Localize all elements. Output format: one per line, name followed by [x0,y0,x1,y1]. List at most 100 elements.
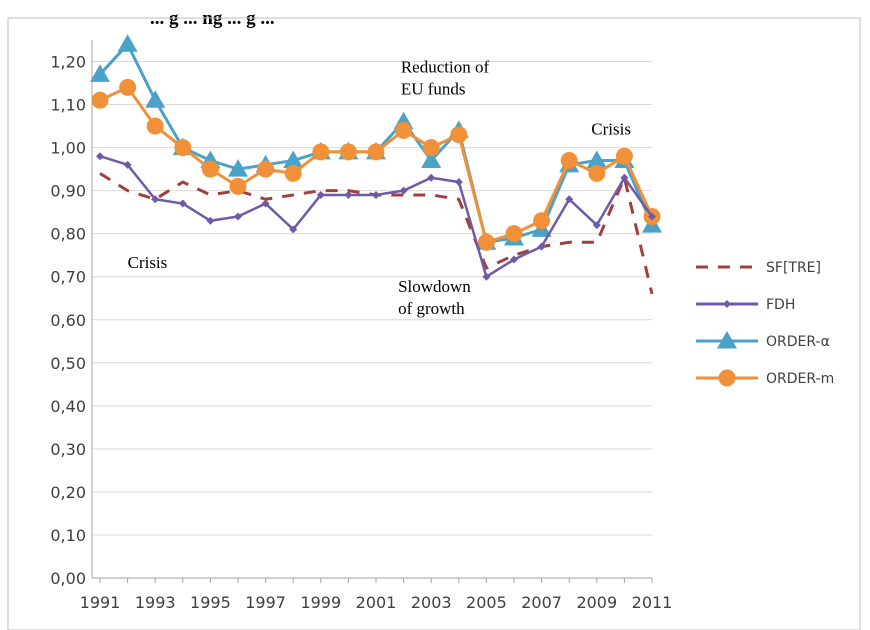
legend-item: ORDER-α [696,331,830,350]
annotation-slowdown: Slowdown of growth [398,277,471,318]
data-point [450,126,468,144]
legend-item: SF[TRE] [696,260,821,276]
legend-label: ORDER-α [766,334,830,350]
data-point [90,64,110,82]
data-point [257,160,275,178]
chart-border [7,17,861,630]
x-tick-label: 1995 [190,593,231,612]
data-point [505,225,523,243]
y-tick-label: 1,10 [50,96,86,115]
legend-marker [717,331,737,349]
x-tick-label: 1991 [80,593,121,612]
annotation-crisis-right: Crisis [591,120,631,139]
data-point [229,177,247,195]
legend-item: ORDER-m [696,369,834,387]
legend-marker [718,369,736,387]
annotation-line: of growth [398,299,465,318]
y-tick-label: 0,10 [50,526,86,545]
data-point [372,190,380,199]
data-point [560,152,578,170]
data-point [283,150,304,169]
axes: 0,00 0,10 0,20 0,30 0,40 0,50 0,60 0,70 0,80 0,90… [50,40,672,612]
x-tick-label: 2011 [632,593,673,612]
x-tick-label: 2001 [356,593,397,612]
y-tick-label: 0,70 [50,268,86,287]
data-point [91,91,109,109]
data-point [201,160,219,178]
y-tick-label: 1,20 [50,53,86,72]
x-tick-label: 1999 [300,593,341,612]
data-point [482,272,491,281]
legend-label: ORDER-m [766,371,834,387]
annotation-reduction: Reduction of EU funds [401,57,490,98]
data-point [586,150,607,169]
data-point [284,164,302,182]
y-tick-label: 0,60 [50,311,86,330]
series-order-m [91,78,661,251]
x-tick-label: 2005 [466,593,507,612]
annotations: Crisis Reduction of EU funds Slowdown of gro… [128,57,631,318]
annotation-line: Reduction of [401,57,490,76]
data-point [588,164,606,182]
y-tick-label: 0,90 [50,182,86,201]
x-tick-label: 2009 [576,593,617,612]
data-point [146,117,164,135]
x-tick-label: 1993 [135,593,176,612]
data-point [339,143,357,161]
gridlines [92,61,652,536]
y-tick-label: 0,80 [50,225,86,244]
data-point [261,199,270,208]
data-point [454,178,463,187]
data-point [344,190,353,199]
annotation-line: EU funds [401,79,466,98]
data-point [178,199,187,208]
data-point [395,121,413,139]
annotation-line: Crisis [591,120,631,139]
data-point [228,159,248,177]
data-point [145,90,166,108]
legend-item: FDH [696,297,795,313]
data-point [510,255,518,264]
y-tick-label: 0,00 [50,569,86,588]
data-point [289,225,298,234]
legend-marker [723,300,731,308]
data-point [620,173,629,182]
legend-label: SF[TRE] [766,260,821,276]
legend-label: FDH [766,297,795,313]
data-point [427,173,436,182]
data-point [422,139,440,157]
series-group [90,34,662,295]
data-point [399,186,408,195]
annotation-crisis-left: Crisis [128,253,168,272]
data-point [96,152,104,161]
x-tick-label: 2007 [521,593,562,612]
data-point [316,190,325,199]
data-point [537,242,546,251]
data-point [367,143,385,161]
data-point [648,212,656,221]
y-tick-label: 1,00 [50,139,86,158]
data-point [206,216,215,225]
data-point [151,195,160,204]
x-tick-label: 2003 [411,593,452,612]
data-point [615,147,633,165]
data-point [117,34,138,52]
data-point [477,233,495,251]
data-point [174,139,192,157]
legend: SF[TRE] FDH ORDER-α ORDER-m [696,260,834,387]
data-point [119,78,137,96]
data-point [421,150,442,169]
x-tick-label: 1997 [245,593,286,612]
data-point [123,160,132,169]
y-tick-label: 0,20 [50,483,86,502]
annotation-line: Slowdown [398,277,471,296]
data-point [565,195,574,204]
data-point [533,212,551,230]
series-line [99,155,654,278]
y-tick-label: 0,50 [50,354,86,373]
data-point [592,221,601,230]
y-tick-label: 0,30 [50,440,86,459]
data-point [234,212,242,221]
